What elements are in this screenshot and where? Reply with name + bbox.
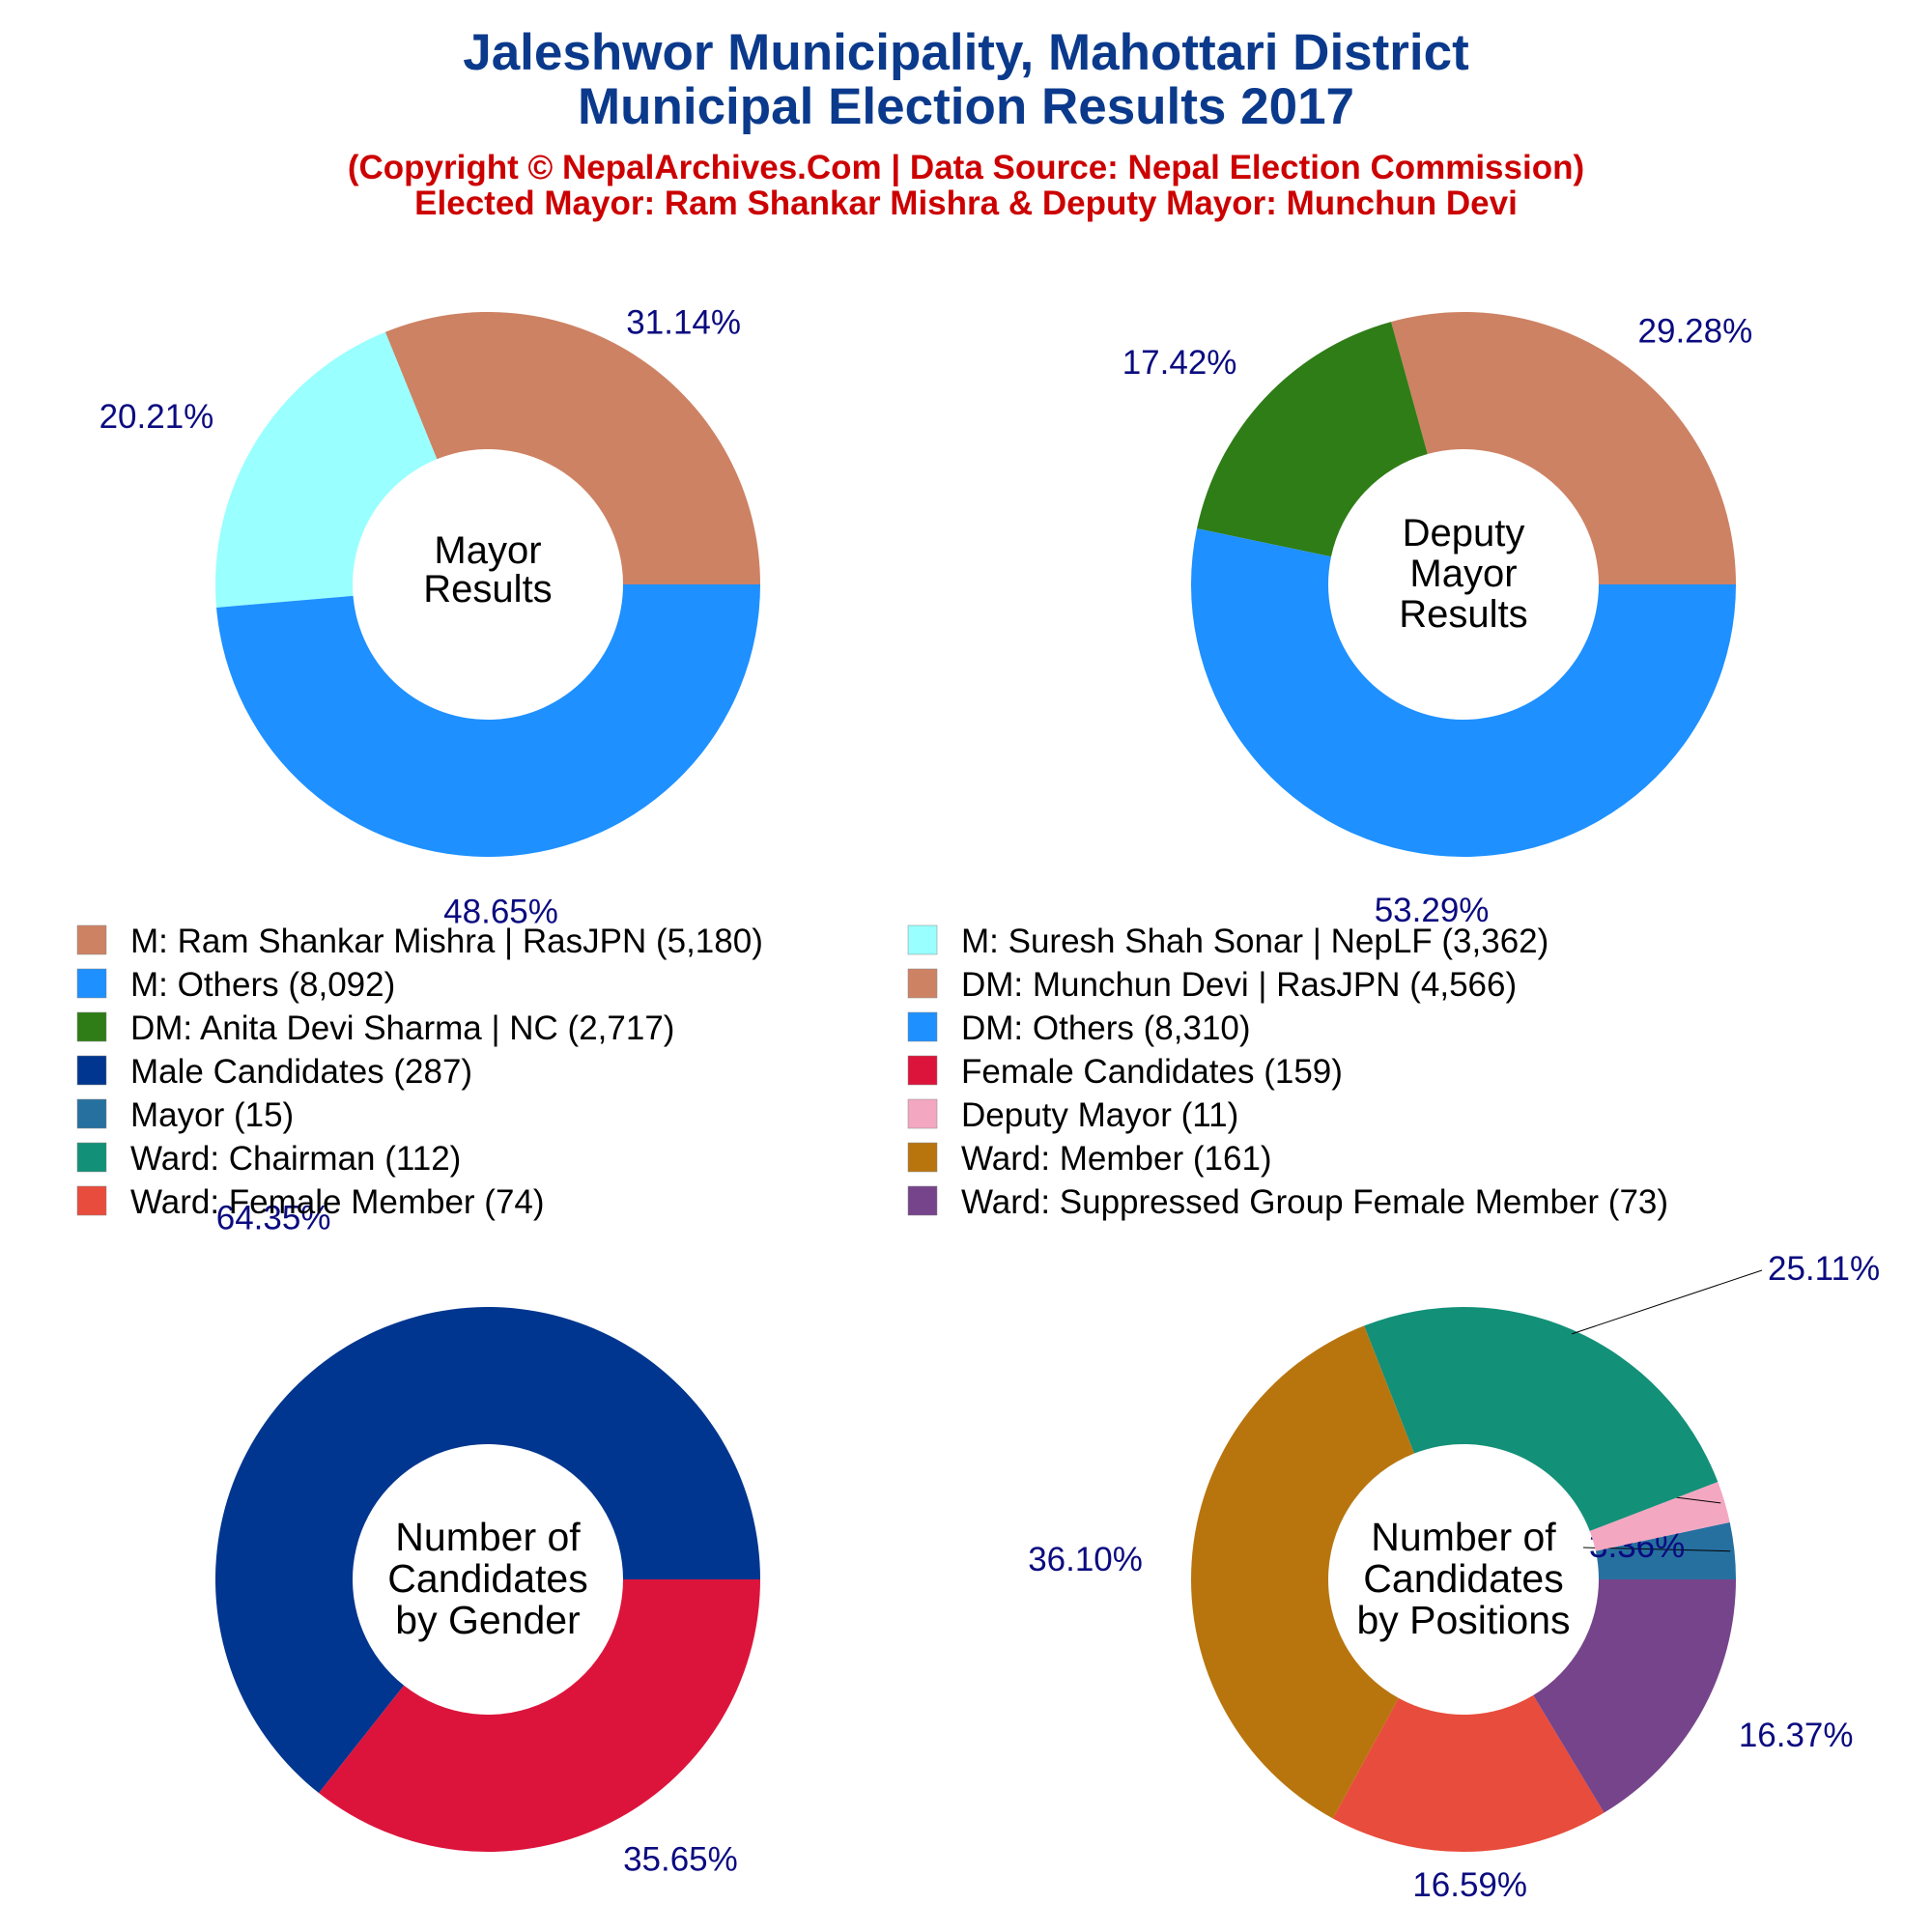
slice-m-suresh-shah-sonar-neplf — [215, 331, 438, 608]
slice-mayor — [1595, 1521, 1736, 1579]
legend-item: Ward: Chairman (112) — [76, 1140, 461, 1178]
legend-swatch — [76, 1185, 107, 1216]
donut-charts: 31.14%20.21%48.65%MayorResults29.28%17.4… — [99, 304, 1881, 1904]
legend-item: DM: Others (8,310) — [907, 1009, 1251, 1047]
percent-label-male-candidates: 64.35% — [216, 1200, 331, 1237]
legend-swatch — [76, 1142, 107, 1173]
slice-ward-chairman — [1364, 1307, 1719, 1531]
legend-item: Male Candidates (287) — [76, 1053, 472, 1091]
legend-label: Ward: Suppressed Group Female Member (73… — [961, 1183, 1668, 1221]
percent-label-dm-others: 53.29% — [1375, 892, 1490, 929]
legend-label: M: Suresh Shah Sonar | NepLF (3,362) — [961, 923, 1548, 960]
legend-label: Mayor (15) — [130, 1096, 294, 1134]
slice-deputy-mayor — [1589, 1482, 1730, 1551]
legend-item: DM: Munchun Devi | RasJPN (4,566) — [907, 966, 1517, 1004]
donut-chart-4: 3.36%2.47%25.11%36.10%16.59%16.37%Number… — [1028, 1250, 1880, 1904]
center-label-line: Number of — [1371, 1515, 1556, 1559]
percent-label-female-candidates: 35.65% — [623, 1840, 738, 1878]
legend-item: DM: Anita Devi Sharma | NC (2,717) — [76, 1009, 674, 1047]
percent-label-ward-member: 36.10% — [1028, 1541, 1143, 1578]
legend-label: DM: Anita Devi Sharma | NC (2,717) — [130, 1009, 674, 1047]
legend-swatch — [907, 1185, 938, 1216]
legend-swatch — [907, 1055, 938, 1086]
legend-item: Ward: Member (161) — [907, 1140, 1272, 1178]
legend-swatch — [907, 1011, 938, 1042]
chart-title-line1: Jaleshwor Municipality, Mahottari Distri… — [463, 24, 1469, 81]
center-label-line: Mayor — [1409, 553, 1517, 595]
legend-swatch — [907, 1142, 938, 1173]
legend-item: M: Ram Shankar Mishra | RasJPN (5,180) — [76, 923, 763, 960]
center-label-line: by Gender — [395, 1598, 580, 1642]
center-label-line: Candidates — [387, 1556, 587, 1601]
slice-ward-suppressed-group-female-member — [1533, 1579, 1736, 1813]
center-label-line: Mayor — [434, 529, 541, 572]
legend-swatch — [76, 1098, 107, 1129]
legend-swatch — [907, 924, 938, 955]
legend-label: Ward: Female Member (74) — [130, 1183, 545, 1221]
chart-subtitle-line1: (Copyright © NepalArchives.Com | Data So… — [348, 149, 1584, 186]
legend-item: Deputy Mayor (11) — [907, 1096, 1238, 1134]
legend-swatch — [907, 1098, 938, 1129]
legend-label: Ward: Chairman (112) — [130, 1140, 461, 1178]
percent-label-m-others: 48.65% — [443, 893, 558, 930]
percent-label-ward-chairman: 25.11% — [1768, 1250, 1880, 1288]
chart-title-line2: Municipal Election Results 2017 — [578, 78, 1354, 135]
percent-label-dm-anita-devi-sharma-nc: 17.42% — [1122, 344, 1237, 382]
legend-item: Mayor (15) — [76, 1096, 294, 1134]
leader-line-ward-chairman — [1571, 1269, 1763, 1335]
legend-label: Deputy Mayor (11) — [961, 1096, 1238, 1134]
center-label-line: by Positions — [1356, 1598, 1570, 1642]
legend-item: Female Candidates (159) — [907, 1053, 1343, 1091]
slice-dm-anita-devi-sharma-nc — [1197, 322, 1428, 557]
percent-label-m-suresh-shah-sonar-neplf: 20.21% — [99, 398, 214, 436]
center-label-line: Results — [1399, 593, 1527, 636]
slice-dm-munchun-devi-rasjpn — [1391, 312, 1736, 584]
legend-swatch — [76, 968, 107, 999]
chart-header: Jaleshwor Municipality, Mahottari Distri… — [348, 24, 1584, 222]
legend-swatch — [907, 968, 938, 999]
percent-label-m-ram-shankar-mishra-rasjpn: 31.14% — [626, 304, 741, 342]
legend: M: Ram Shankar Mishra | RasJPN (5,180) M:… — [76, 923, 1668, 1221]
legend-item: Ward: Suppressed Group Female Member (73… — [907, 1183, 1668, 1221]
legend-label: DM: Munchun Devi | RasJPN (4,566) — [961, 966, 1517, 1004]
legend-label: Male Candidates (287) — [130, 1053, 472, 1091]
legend-label: M: Others (8,092) — [130, 966, 395, 1004]
center-label-line: Candidates — [1363, 1556, 1563, 1601]
legend-label: DM: Others (8,310) — [961, 1009, 1251, 1047]
slice-ward-female-member — [1332, 1694, 1605, 1852]
legend-label: Female Candidates (159) — [961, 1053, 1343, 1091]
legend-swatch — [76, 924, 107, 955]
legend-item: M: Others (8,092) — [76, 966, 395, 1004]
legend-swatch — [76, 1011, 107, 1042]
legend-label: Ward: Member (161) — [961, 1140, 1272, 1178]
chart-subtitle-line2: Elected Mayor: Ram Shankar Mishra & Depu… — [414, 185, 1518, 222]
slice-m-ram-shankar-mishra-rasjpn — [384, 312, 760, 584]
legend-item: M: Suresh Shah Sonar | NepLF (3,362) — [907, 923, 1548, 960]
slice-male-candidates — [214, 1307, 760, 1794]
legend-label: M: Ram Shankar Mishra | RasJPN (5,180) — [130, 923, 763, 960]
center-label-line: Number of — [395, 1515, 581, 1559]
slice-dm-others — [1191, 528, 1736, 858]
slice-female-candidates — [319, 1579, 760, 1853]
percent-label-dm-munchun-devi-rasjpn: 29.28% — [1638, 313, 1753, 351]
slice-m-others — [216, 584, 760, 857]
percent-label-ward-female-member: 16.59% — [1412, 1866, 1527, 1904]
legend-swatch — [76, 1055, 107, 1086]
center-label-line: Results — [423, 568, 552, 611]
legend-item: Ward: Female Member (74) — [76, 1183, 545, 1221]
percent-label-ward-suppressed-group-female-member: 16.37% — [1739, 1717, 1854, 1754]
center-label-line: Deputy — [1403, 512, 1525, 554]
slice-ward-member — [1191, 1325, 1414, 1819]
